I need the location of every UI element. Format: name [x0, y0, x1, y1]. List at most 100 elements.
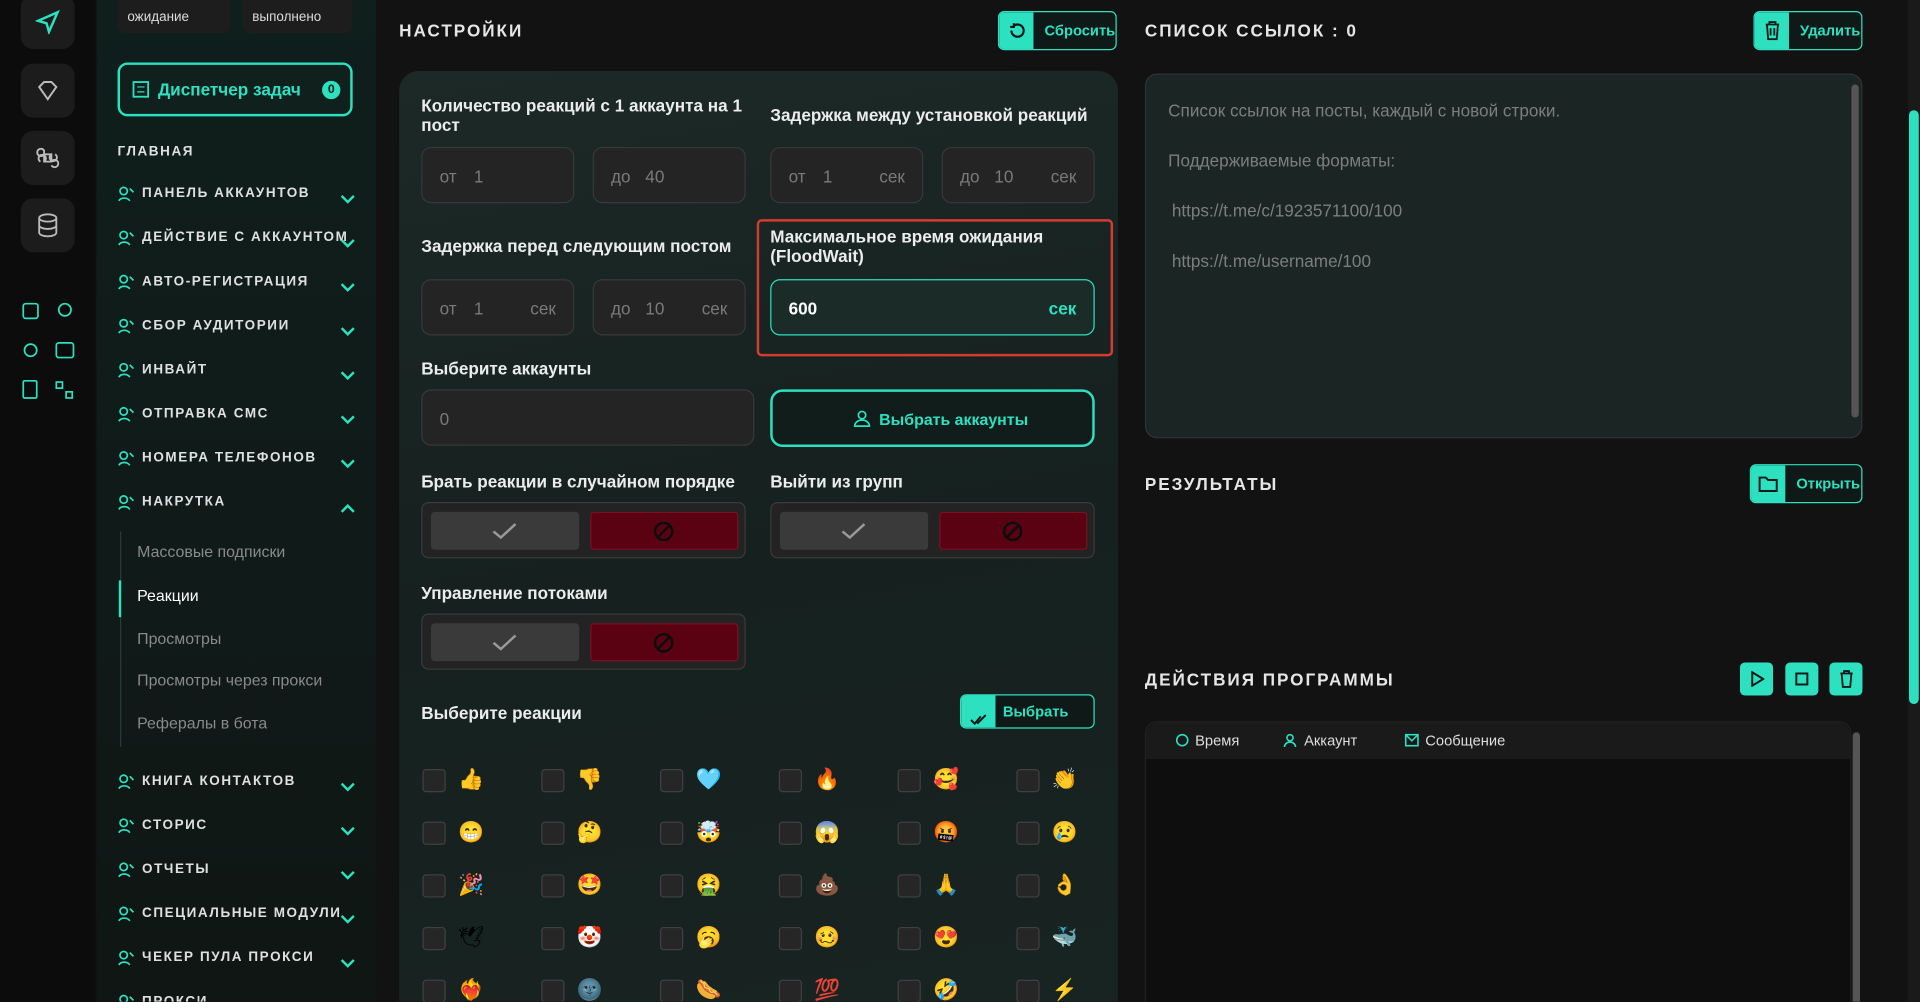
- button-label: Выбрать аккаунты: [879, 410, 1029, 429]
- checkbox[interactable]: [541, 926, 565, 951]
- icon: [118, 361, 135, 378]
- input[interactable]: 0: [421, 389, 755, 446]
- column-header[interactable]: Сообщение: [1425, 732, 1506, 750]
- toggle-off[interactable]: [939, 511, 1088, 550]
- checkbox[interactable]: [660, 821, 684, 845]
- submenu-item[interactable]: Рефералы в бота: [137, 713, 268, 733]
- submenu-item[interactable]: Массовые подписки: [137, 542, 286, 561]
- checkbox[interactable]: [660, 979, 684, 1002]
- menu-item[interactable]: ИНВАЙТ: [142, 362, 208, 378]
- checkbox[interactable]: [778, 874, 803, 898]
- checkbox[interactable]: [778, 926, 803, 951]
- tab[interactable]: ожидание: [117, 0, 231, 34]
- stop-button[interactable]: [1785, 662, 1819, 696]
- toggle-off[interactable]: [590, 623, 739, 662]
- icon: [340, 820, 355, 836]
- clear-button[interactable]: [1829, 662, 1863, 696]
- checkbox[interactable]: [541, 874, 565, 898]
- checkbox[interactable]: [422, 768, 446, 793]
- input-value: 0: [439, 408, 450, 429]
- column-header[interactable]: Аккаунт: [1304, 732, 1358, 750]
- icon: [841, 523, 866, 540]
- checkbox[interactable]: [422, 979, 446, 1002]
- input[interactable]: от 1 сек: [770, 146, 924, 204]
- nav-premium[interactable]: [20, 63, 75, 118]
- menu-item[interactable]: КНИГА КОНТАКТОВ: [142, 773, 297, 789]
- input[interactable]: от 1: [421, 146, 575, 204]
- menu-item[interactable]: ЧЕКЕР ПУЛА ПРОКСИ: [142, 950, 315, 965]
- toggle-on[interactable]: [780, 511, 929, 550]
- checkbox[interactable]: [897, 979, 921, 1002]
- scrollbar[interactable]: [1851, 84, 1859, 418]
- input[interactable]: до 10 сек: [592, 279, 746, 336]
- checkbox[interactable]: [897, 926, 921, 951]
- menu-item[interactable]: АВТО-РЕГИСТРАЦИЯ: [142, 274, 309, 289]
- open-button[interactable]: Открыть: [1749, 464, 1863, 504]
- menu-item[interactable]: ОТПРАВКА СМС: [142, 406, 269, 422]
- reaction-emoji: 💯: [814, 978, 841, 1002]
- checkbox[interactable]: [1016, 926, 1040, 951]
- nav-commands[interactable]: [20, 131, 75, 185]
- nav-send[interactable]: [20, 0, 75, 49]
- checkbox[interactable]: [660, 926, 684, 951]
- checkbox[interactable]: [778, 979, 803, 1002]
- menu-item[interactable]: НАКРУТКА: [142, 494, 226, 510]
- reset-button[interactable]: Сбросить: [997, 11, 1117, 51]
- nav-database[interactable]: [20, 198, 75, 253]
- menu-item[interactable]: НОМЕРА ТЕЛЕФОНОВ: [142, 450, 317, 466]
- scrollbar[interactable]: [1852, 732, 1861, 1002]
- menu-item[interactable]: ПРОКСИ: [142, 994, 209, 1002]
- menu-item[interactable]: ДЕЙСТВИЕ С АККАУНТОМ: [142, 230, 349, 245]
- checkbox[interactable]: [541, 768, 565, 793]
- checkbox[interactable]: [778, 768, 803, 793]
- submenu-item[interactable]: Просмотры через прокси: [137, 671, 323, 690]
- toggle[interactable]: [421, 502, 746, 559]
- checkbox[interactable]: [422, 821, 446, 845]
- menu-item[interactable]: СБОР АУДИТОРИИ: [142, 318, 290, 334]
- floodwait-input[interactable]: 600 сек: [770, 279, 1095, 336]
- toggle[interactable]: [421, 613, 746, 670]
- checkbox[interactable]: [422, 926, 446, 951]
- play-button[interactable]: [1740, 662, 1774, 696]
- column-header[interactable]: Время: [1195, 732, 1240, 750]
- menu-item[interactable]: ПАНЕЛЬ АККАУНТОВ: [142, 186, 311, 201]
- select-accounts-button[interactable]: Выбрать аккаунты: [770, 389, 1095, 447]
- checkbox[interactable]: [660, 768, 684, 793]
- checkbox[interactable]: [1016, 874, 1040, 898]
- checkbox[interactable]: [1016, 768, 1040, 793]
- input[interactable]: до 40: [592, 146, 746, 204]
- checkbox[interactable]: [897, 874, 921, 898]
- checkbox[interactable]: [778, 821, 803, 845]
- input[interactable]: до 10 сек: [941, 146, 1095, 204]
- input-prefix: от: [439, 166, 457, 187]
- page-scrollbar[interactable]: [1907, 0, 1920, 1002]
- toggle-on[interactable]: [431, 511, 580, 550]
- toggle-on[interactable]: [431, 623, 580, 662]
- tab[interactable]: выполнено: [242, 0, 353, 34]
- task-manager-button[interactable]: Диспетчер задач 0: [117, 62, 353, 117]
- menu-item[interactable]: СТОРИС: [142, 817, 208, 833]
- scroll-thumb[interactable]: [1908, 110, 1919, 705]
- toggle-off[interactable]: [590, 511, 739, 550]
- toggle[interactable]: [770, 502, 1095, 559]
- checkbox[interactable]: [897, 821, 921, 845]
- input[interactable]: от 1 сек: [421, 279, 575, 336]
- checkbox[interactable]: [660, 874, 684, 898]
- icon: [961, 695, 996, 728]
- delete-label: Удалить: [1800, 22, 1861, 40]
- checkbox[interactable]: [1016, 821, 1040, 845]
- delete-button[interactable]: Удалить: [1753, 11, 1863, 51]
- checkbox[interactable]: [422, 874, 446, 898]
- checkbox[interactable]: [1016, 979, 1040, 1002]
- checkbox[interactable]: [541, 979, 565, 1002]
- menu-item[interactable]: ОТЧЕТЫ: [142, 862, 211, 877]
- checkbox[interactable]: [541, 821, 565, 845]
- tool-icons[interactable]: [21, 301, 75, 404]
- submenu-item[interactable]: Просмотры: [137, 629, 222, 648]
- menu-item[interactable]: СПЕЦИАЛЬНЫЕ МОДУЛИ: [142, 906, 342, 921]
- submenu-item[interactable]: Реакции: [137, 586, 199, 605]
- checkbox[interactable]: [897, 768, 921, 793]
- select-all-button[interactable]: Выбрать все: [960, 694, 1095, 729]
- links-textarea[interactable]: Список ссылок на посты, каждый с новой с…: [1144, 73, 1863, 439]
- reaction-emoji: 🙏: [933, 873, 959, 897]
